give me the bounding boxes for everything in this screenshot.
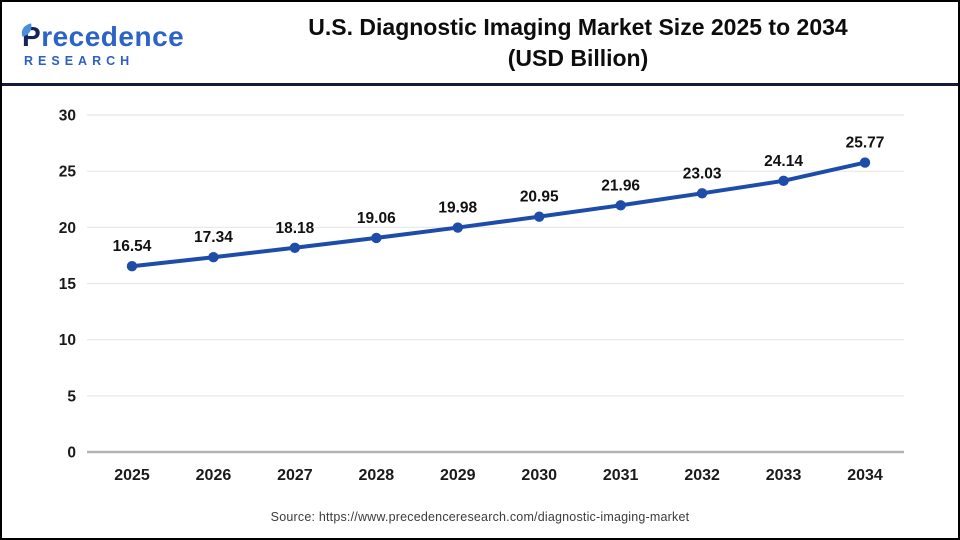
chart-title: U.S. Diagnostic Imaging Market Size 2025… bbox=[308, 13, 848, 40]
x-tick-label: 2029 bbox=[440, 467, 476, 484]
data-point bbox=[615, 200, 626, 211]
data-point bbox=[696, 188, 708, 199]
data-point bbox=[452, 222, 463, 233]
brand-name-rest: recedence bbox=[41, 21, 185, 53]
y-tick-label: 5 bbox=[67, 388, 76, 405]
data-point bbox=[859, 157, 871, 168]
footer: Source: https://www.precedenceresearch.c… bbox=[2, 486, 958, 538]
x-tick-label: 2034 bbox=[847, 467, 883, 484]
y-tick-label: 30 bbox=[59, 108, 76, 125]
data-point-label: 25.77 bbox=[846, 135, 885, 152]
data-point-label: 21.96 bbox=[601, 177, 640, 194]
y-tick-label: 15 bbox=[59, 276, 77, 293]
data-point bbox=[289, 242, 301, 253]
chart-title-block: U.S. Diagnostic Imaging Market Size 2025… bbox=[212, 12, 958, 74]
chart-subtitle: (USD Billion) bbox=[507, 44, 649, 71]
x-tick-label: 2025 bbox=[114, 467, 150, 484]
data-point-label: 23.03 bbox=[683, 165, 722, 182]
y-tick-label: 20 bbox=[59, 220, 76, 237]
brand-logo: Precedence RESEARCH bbox=[2, 17, 212, 68]
y-tick-label: 10 bbox=[59, 332, 76, 349]
data-point-label: 24.14 bbox=[764, 153, 803, 170]
data-point-label: 17.34 bbox=[194, 229, 233, 246]
series-line bbox=[130, 160, 867, 269]
data-point bbox=[778, 175, 789, 187]
data-point-label: 20.95 bbox=[520, 189, 559, 206]
data-point-label: 16.54 bbox=[113, 238, 152, 255]
y-tick-label: 0 bbox=[67, 445, 76, 462]
x-tick-label: 2026 bbox=[196, 467, 232, 484]
x-tick-label: 2033 bbox=[766, 467, 802, 484]
data-point bbox=[371, 232, 382, 244]
brand-name: Precedence bbox=[21, 21, 212, 53]
source-text: Source: https://www.precedenceresearch.c… bbox=[270, 510, 690, 524]
data-point bbox=[208, 252, 219, 263]
x-tick-label: 2027 bbox=[277, 467, 313, 484]
brand-letter-p: P bbox=[22, 21, 42, 53]
data-point-label: 19.98 bbox=[438, 200, 477, 217]
data-point-label: 19.06 bbox=[357, 210, 396, 227]
x-tick-label: 2031 bbox=[603, 467, 639, 484]
brand-subtitle: RESEARCH bbox=[24, 54, 135, 69]
x-tick-label: 2028 bbox=[359, 467, 395, 484]
data-point bbox=[534, 211, 545, 222]
x-tick-label: 2030 bbox=[521, 467, 557, 484]
header: Precedence RESEARCH U.S. Diagnostic Imag… bbox=[2, 2, 958, 86]
data-point-label: 18.18 bbox=[275, 220, 314, 237]
x-tick-label: 2032 bbox=[684, 467, 720, 484]
y-tick-label: 25 bbox=[59, 164, 77, 181]
data-point bbox=[126, 261, 138, 272]
